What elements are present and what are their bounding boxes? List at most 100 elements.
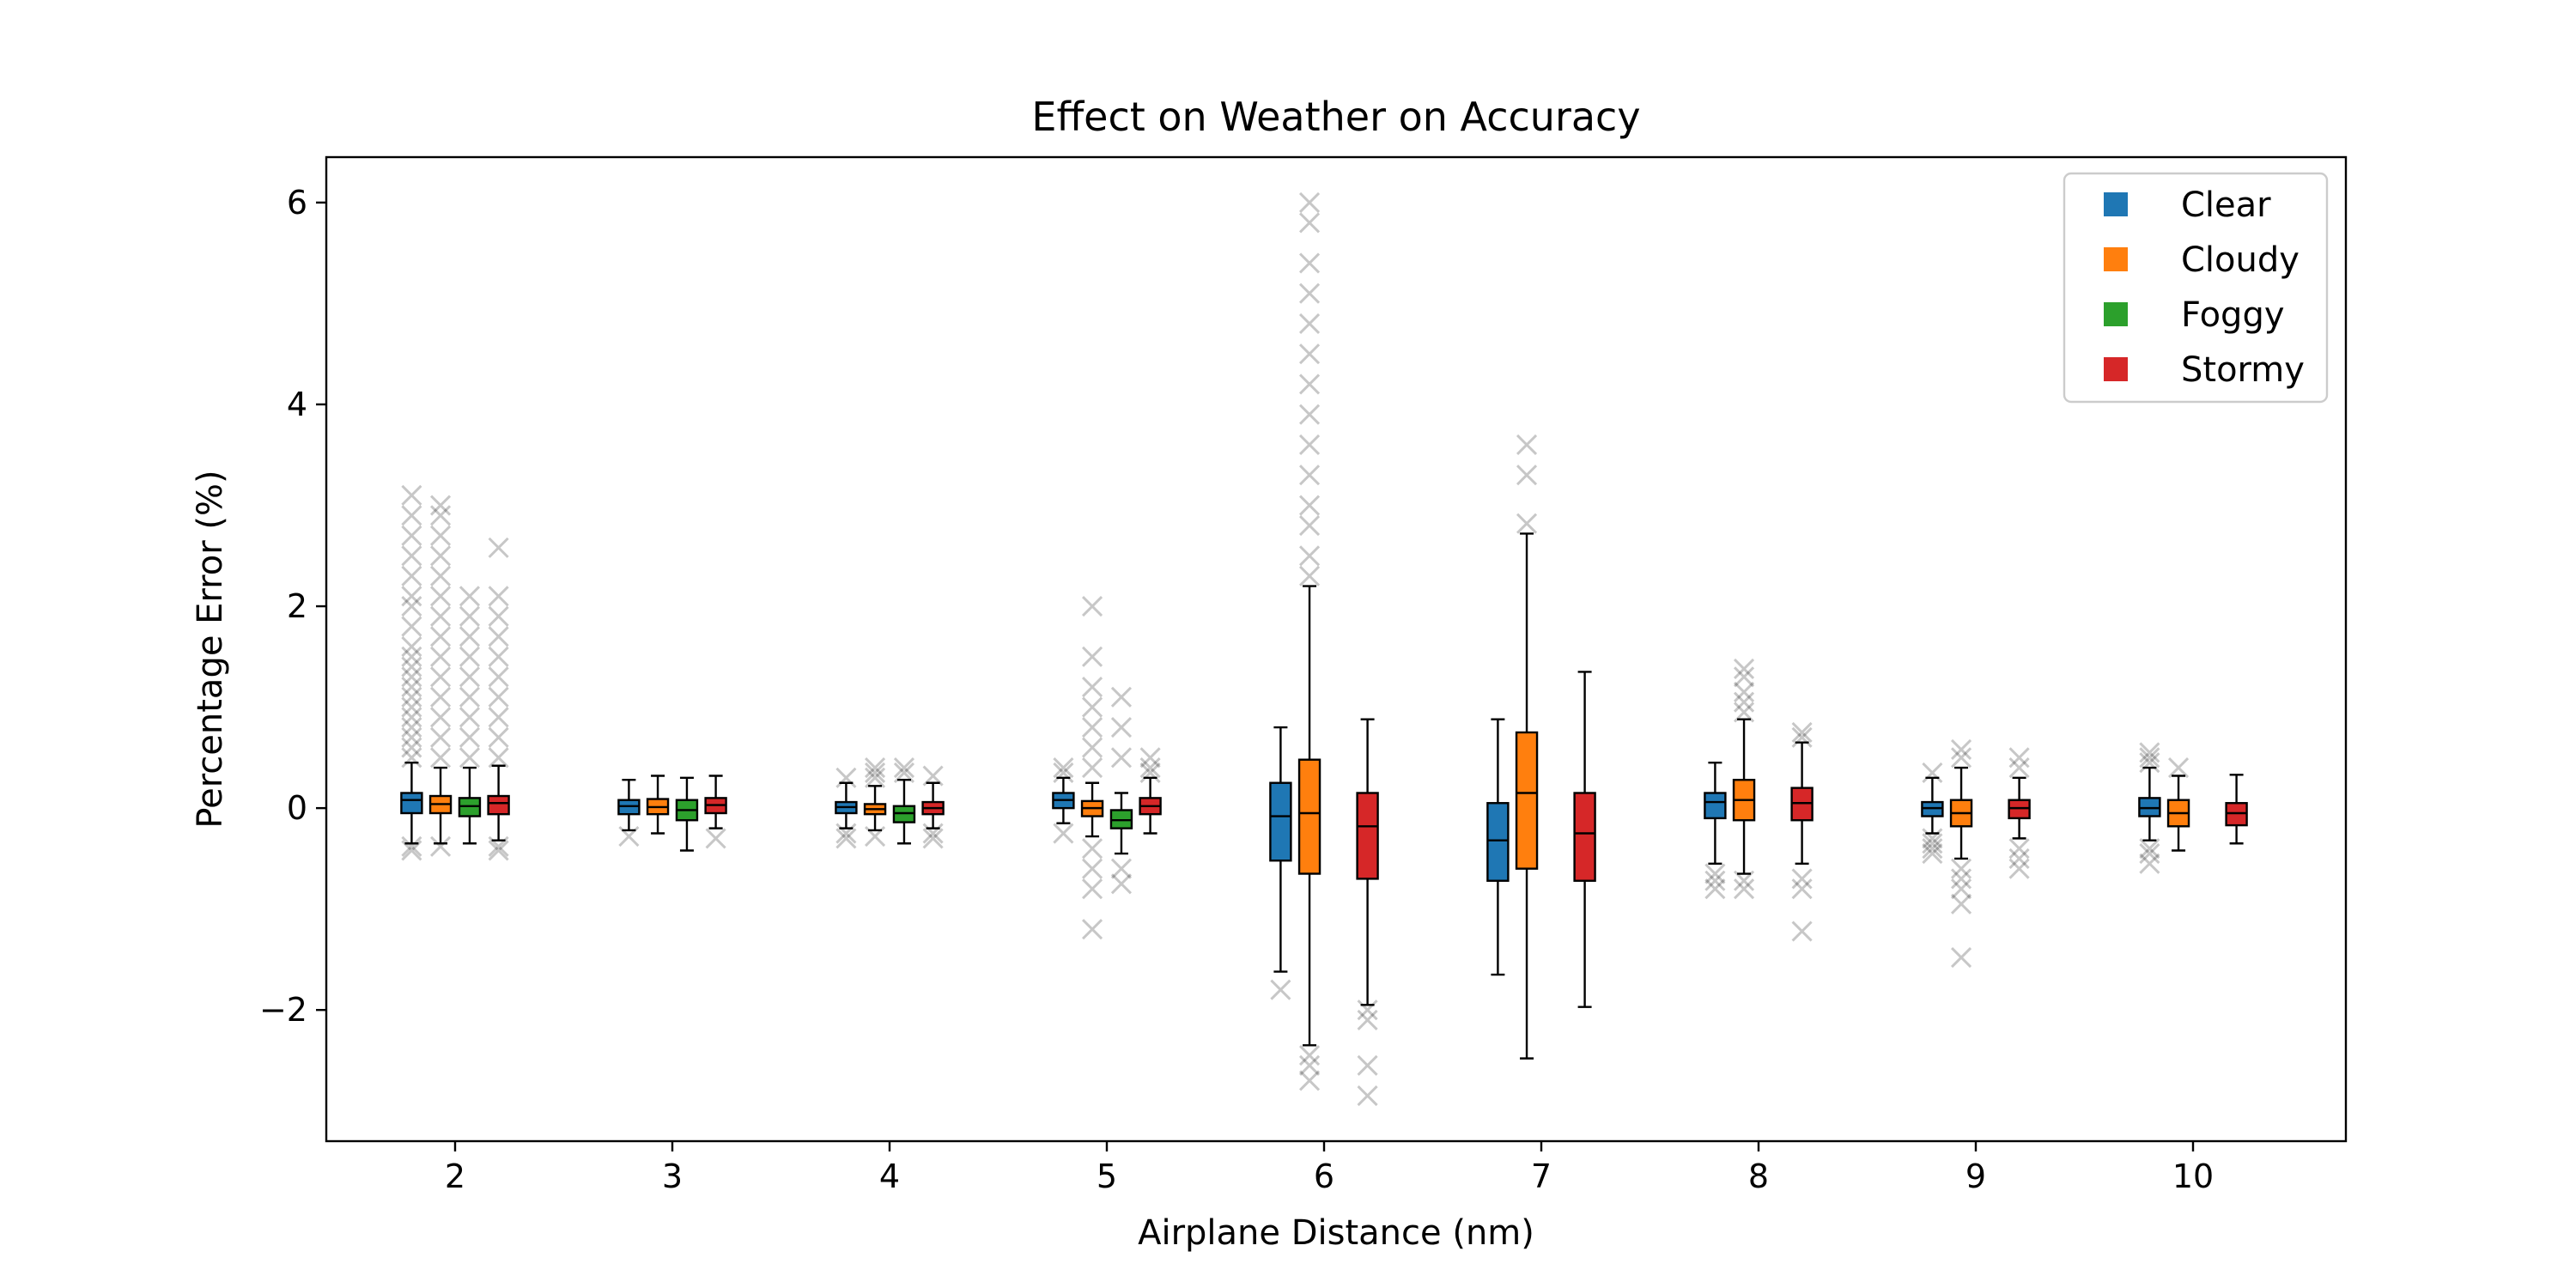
box-stormy-4 (921, 765, 945, 849)
box-clear-7 (1486, 718, 1510, 976)
outlier-marker (1298, 1054, 1321, 1076)
outlier-marker (1922, 833, 1943, 854)
outlier-marker (1298, 514, 1321, 537)
iqr-box (400, 792, 423, 815)
outlier-marker (1357, 1085, 1378, 1107)
outlier-marker (835, 767, 857, 788)
outlier-marker (1298, 191, 1321, 213)
iqr-box (1486, 802, 1510, 882)
box-stormy-2 (487, 537, 510, 861)
outlier-marker (1733, 691, 1755, 713)
outlier-marker (1922, 838, 1943, 860)
x-axis: 2 3 4 5 6 7 8 9 10 (445, 1141, 2214, 1195)
y-axis-label: Percentage Error (%) (191, 470, 230, 828)
y-axis: −2 0 2 4 6 (259, 184, 326, 1029)
outlier-marker (1081, 696, 1103, 718)
outlier-marker (401, 677, 422, 698)
outlier-marker (429, 747, 452, 769)
outlier-marker (429, 646, 452, 667)
iqr-box (1356, 792, 1379, 880)
outlier-marker (2008, 848, 2030, 869)
outlier-marker (401, 586, 422, 607)
outlier-marker (835, 823, 857, 844)
outlier-marker (922, 828, 944, 849)
outlier-marker (1516, 434, 1538, 456)
box-stormy-3 (704, 775, 727, 849)
outlier-marker (1081, 838, 1103, 860)
outlier-marker (1298, 252, 1321, 274)
outlier-marker (401, 595, 422, 617)
outlier-marker (488, 747, 509, 769)
plot-area (400, 191, 2248, 1107)
outlier-marker (401, 726, 422, 748)
outlier-marker (1950, 858, 1972, 879)
outlier-marker (459, 747, 481, 769)
outlier-marker (401, 484, 422, 506)
legend-label-cloudy: Cloudy (2181, 240, 2300, 280)
outlier-marker (429, 495, 452, 516)
outlier-marker (401, 835, 422, 857)
outlier-marker (488, 586, 509, 607)
legend-label-foggy: Foggy (2181, 295, 2285, 335)
outlier-marker (488, 686, 509, 708)
outlier-marker (1298, 404, 1321, 425)
y-tick-label: 6 (287, 184, 307, 222)
outlier-marker (2167, 757, 2190, 779)
outlier-marker (429, 525, 452, 546)
outlier-marker (1053, 762, 1074, 784)
outlier-marker (1357, 1054, 1378, 1076)
outlier-marker (893, 757, 915, 779)
box-cloudy-9 (1949, 738, 1973, 969)
outlier-marker (1950, 893, 1972, 914)
outlier-marker (1733, 666, 1755, 688)
box-stormy-5 (1139, 747, 1162, 835)
outlier-marker (488, 605, 509, 627)
box-clear-10 (2138, 742, 2161, 874)
outlier-marker (429, 545, 452, 567)
x-tick-label: 3 (662, 1157, 683, 1195)
outlier-marker (401, 696, 422, 718)
box-stormy-9 (2008, 747, 2031, 879)
outlier-marker (1950, 738, 1972, 761)
legend-swatch-clear (2104, 192, 2128, 216)
outlier-marker (1298, 1045, 1321, 1066)
outlier-marker (1270, 979, 1291, 1000)
outlier-marker (864, 767, 886, 788)
outlier-marker (488, 646, 509, 667)
outlier-marker (429, 726, 452, 748)
outlier-marker (1298, 343, 1321, 365)
outlier-marker (459, 707, 481, 728)
box-foggy-5 (1109, 686, 1133, 895)
outlier-marker (459, 726, 481, 748)
outlier-marker (459, 586, 481, 607)
iqr-box (487, 794, 510, 816)
outlier-marker (1791, 721, 1813, 744)
outlier-marker (1791, 726, 1813, 748)
iqr-box (1704, 792, 1727, 820)
outlier-marker (1298, 313, 1321, 334)
outlier-marker (401, 636, 422, 658)
outlier-marker (1791, 878, 1813, 900)
outlier-marker (1733, 878, 1755, 900)
outlier-marker (2139, 742, 2160, 763)
y-tick-label: 4 (287, 386, 307, 423)
outlier-marker (1357, 1009, 1378, 1031)
legend-frame (2063, 172, 2329, 404)
outlier-marker (1081, 717, 1103, 738)
x-tick-label: 2 (445, 1157, 465, 1195)
outlier-marker (429, 505, 452, 526)
outlier-marker (1110, 873, 1133, 895)
outlier-marker (705, 828, 726, 849)
outlier-marker (2008, 757, 2030, 779)
iqr-box (1515, 731, 1539, 870)
outlier-marker (488, 707, 509, 728)
x-tick-label: 4 (879, 1157, 900, 1195)
outlier-marker (401, 646, 422, 667)
outlier-marker (401, 737, 422, 758)
plot-frame (325, 155, 2348, 1143)
outlier-marker (1053, 757, 1074, 779)
legend-swatch-cloudy (2104, 247, 2128, 271)
outlier-marker (401, 505, 422, 526)
outlier-marker (1081, 595, 1103, 617)
x-axis-label: Airplane Distance (nm) (1138, 1213, 1534, 1253)
